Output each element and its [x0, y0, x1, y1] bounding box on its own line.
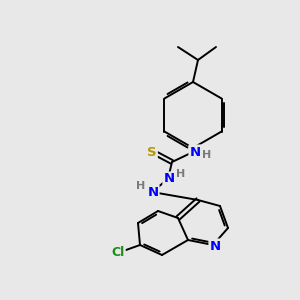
- Text: N: N: [147, 185, 159, 199]
- Text: H: H: [136, 181, 146, 191]
- Text: Cl: Cl: [111, 247, 124, 260]
- Text: H: H: [176, 169, 186, 179]
- Text: N: N: [209, 239, 220, 253]
- Text: S: S: [147, 146, 157, 158]
- Text: N: N: [189, 146, 201, 158]
- Text: H: H: [202, 150, 211, 160]
- Text: N: N: [164, 172, 175, 185]
